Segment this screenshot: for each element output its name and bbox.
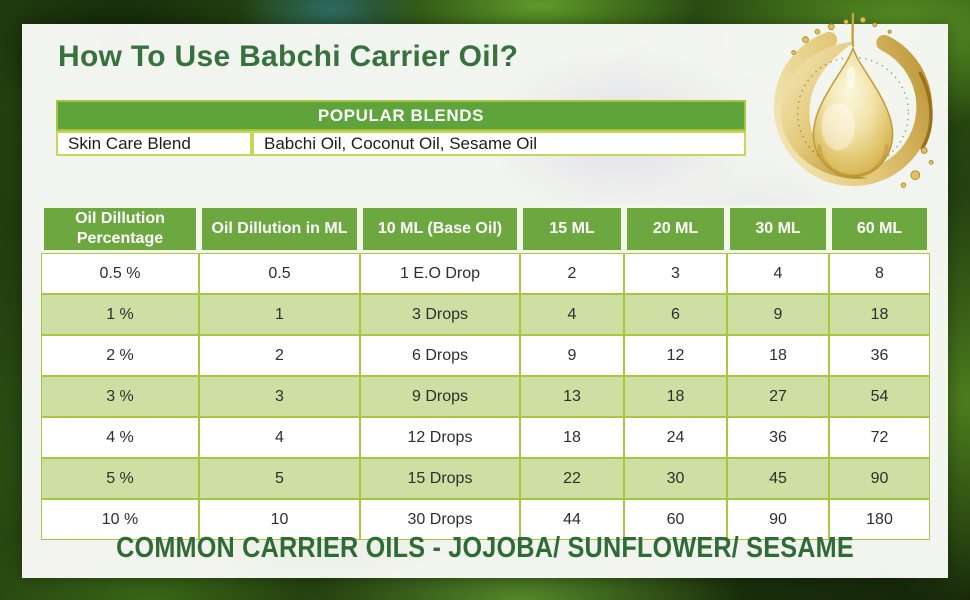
table-cell: 18 — [829, 294, 930, 335]
table-cell: 36 — [727, 417, 829, 458]
column-header: Oil Dillution Percentage — [41, 205, 199, 253]
oil-spray-droplets-icon — [791, 16, 934, 188]
table-cell: 45 — [727, 458, 829, 499]
table-cell: 3 — [624, 253, 727, 294]
table-cell: 24 — [624, 417, 727, 458]
table-cell: 4 — [199, 417, 360, 458]
table-cell: 10 % — [41, 499, 199, 540]
table-cell: 27 — [727, 376, 829, 417]
dilution-table: Oil Dillution Percentage Oil Dillution in… — [41, 205, 930, 540]
table-cell: 3 Drops — [360, 294, 520, 335]
table-cell: 4 % — [41, 417, 199, 458]
table-cell: 3 % — [41, 376, 199, 417]
table-cell: 180 — [829, 499, 930, 540]
column-header: 20 ML — [624, 205, 727, 253]
table-cell: 9 Drops — [360, 376, 520, 417]
popular-blends-header: POPULAR BLENDS — [56, 100, 746, 131]
table-row: 4 % 4 12 Drops 18 24 36 72 — [41, 417, 930, 458]
table-cell: 2 % — [41, 335, 199, 376]
table-cell: 5 % — [41, 458, 199, 499]
column-header: 10 ML (Base Oil) — [360, 205, 520, 253]
table-cell: 4 — [727, 253, 829, 294]
blend-name-cell: Skin Care Blend — [56, 131, 252, 156]
table-cell: 36 — [829, 335, 930, 376]
blend-oils-cell: Babchi Oil, Coconut Oil, Sesame Oil — [252, 131, 746, 156]
table-cell: 18 — [520, 417, 624, 458]
column-header: Oil Dillution in ML — [199, 205, 360, 253]
table-cell: 8 — [829, 253, 930, 294]
table-cell: 54 — [829, 376, 930, 417]
table-header-row: Oil Dillution Percentage Oil Dillution in… — [41, 205, 930, 253]
dotted-arc-icon — [796, 56, 910, 169]
oil-splash-ring-icon — [773, 12, 933, 187]
table-cell: 30 Drops — [360, 499, 520, 540]
table-cell: 0.5 — [199, 253, 360, 294]
table-cell: 12 — [624, 335, 727, 376]
column-header: 60 ML — [829, 205, 930, 253]
table-cell: 30 — [624, 458, 727, 499]
table-cell: 3 — [199, 376, 360, 417]
table-cell: 0.5 % — [41, 253, 199, 294]
table-cell: 12 Drops — [360, 417, 520, 458]
table-row: 1 % 1 3 Drops 4 6 9 18 — [41, 294, 930, 335]
table-row: 2 % 2 6 Drops 9 12 18 36 — [41, 335, 930, 376]
table-cell: 18 — [727, 335, 829, 376]
column-header: 30 ML — [727, 205, 829, 253]
table-cell: 2 — [199, 335, 360, 376]
table-cell: 90 — [829, 458, 930, 499]
table-row: 0.5 % 0.5 1 E.O Drop 2 3 4 8 — [41, 253, 930, 294]
table-cell: 72 — [829, 417, 930, 458]
table-cell: 2 — [520, 253, 624, 294]
table-cell: 60 — [624, 499, 727, 540]
table-cell: 4 — [520, 294, 624, 335]
popular-blends-row: Skin Care Blend Babchi Oil, Coconut Oil,… — [56, 131, 746, 156]
dilution-table-wrapper: Oil Dillution Percentage Oil Dillution in… — [41, 205, 930, 540]
table-row: 3 % 3 9 Drops 13 18 27 54 — [41, 376, 930, 417]
popular-blends-table: POPULAR BLENDS Skin Care Blend Babchi Oi… — [56, 100, 746, 156]
table-cell: 1 % — [41, 294, 199, 335]
column-header: 15 ML — [520, 205, 624, 253]
babchi-oil-droplet-illustration — [773, 12, 934, 188]
table-cell: 6 — [624, 294, 727, 335]
table-cell: 90 — [727, 499, 829, 540]
oil-drop-icon — [812, 47, 894, 179]
table-cell: 10 — [199, 499, 360, 540]
table-cell: 15 Drops — [360, 458, 520, 499]
footer-text: COMMON CARRIER OILS - JOJOBA/ SUNFLOWER/… — [116, 530, 854, 564]
table-cell: 1 — [199, 294, 360, 335]
table-cell: 6 Drops — [360, 335, 520, 376]
table-cell: 1 E.O Drop — [360, 253, 520, 294]
table-cell: 13 — [520, 376, 624, 417]
table-cell: 18 — [624, 376, 727, 417]
table-row: 10 % 10 30 Drops 44 60 90 180 — [41, 499, 930, 540]
table-cell: 9 — [520, 335, 624, 376]
table-cell: 5 — [199, 458, 360, 499]
table-cell: 22 — [520, 458, 624, 499]
table-cell: 9 — [727, 294, 829, 335]
table-cell: 44 — [520, 499, 624, 540]
table-row: 5 % 5 15 Drops 22 30 45 90 — [41, 458, 930, 499]
page-title: How To Use Babchi Carrier Oil? — [58, 40, 519, 73]
